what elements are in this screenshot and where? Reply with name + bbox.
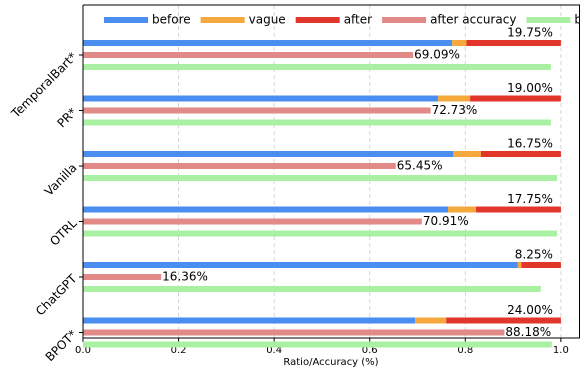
value-label: 72.73% xyxy=(432,103,478,117)
bar xyxy=(83,329,505,336)
bar xyxy=(517,262,522,268)
bar xyxy=(83,95,439,102)
value-label: 65.45% xyxy=(397,159,443,173)
value-label: 19.75% xyxy=(507,26,553,40)
bar xyxy=(476,206,561,213)
bar xyxy=(83,64,551,70)
bar xyxy=(83,286,541,292)
value-label: 16.75% xyxy=(507,137,553,151)
y-tick-label: PR* xyxy=(54,105,79,130)
y-tick-label: ChatGPT xyxy=(33,271,80,318)
bar xyxy=(83,262,518,268)
x-tick-label: 0.2 xyxy=(171,345,187,356)
bar xyxy=(446,317,561,324)
x-tick-label: 0.4 xyxy=(266,345,282,356)
x-tick-label: 0.0 xyxy=(75,345,91,356)
y-tick-label: OTRL xyxy=(47,216,80,249)
bar xyxy=(83,52,414,58)
x-tick-label: 0.8 xyxy=(457,345,473,356)
bar xyxy=(83,218,422,225)
x-tick-label: 1.0 xyxy=(553,345,569,356)
legend-label: after xyxy=(344,13,372,27)
bar xyxy=(83,274,162,280)
bar xyxy=(83,175,558,181)
value-label: 17.75% xyxy=(507,192,553,206)
legend-label: before accuracy xyxy=(574,13,580,27)
value-label: 8.25% xyxy=(515,248,553,262)
y-tick-label: BPOT* xyxy=(43,327,80,364)
bar xyxy=(83,107,431,114)
bar xyxy=(83,163,396,169)
bar xyxy=(83,230,558,237)
bar xyxy=(83,151,454,157)
bar xyxy=(438,95,471,102)
bar xyxy=(83,206,449,213)
value-label: 69.09% xyxy=(414,48,460,62)
legend-label: vague xyxy=(249,13,286,27)
bar xyxy=(466,40,561,46)
bar xyxy=(83,317,416,324)
bar xyxy=(480,151,561,157)
bar xyxy=(452,40,467,46)
legend-label: before xyxy=(152,13,191,27)
value-label: 70.91% xyxy=(423,214,469,228)
value-label: 24.00% xyxy=(507,303,553,317)
x-tick-label: 0.6 xyxy=(362,345,378,356)
bar xyxy=(83,119,551,126)
value-label: 88.18% xyxy=(505,325,551,339)
bar xyxy=(521,262,561,268)
legend-label: after accuracy xyxy=(430,13,516,27)
bar xyxy=(83,40,453,46)
value-label: 16.36% xyxy=(162,270,208,284)
bar xyxy=(470,95,561,102)
x-axis-label: Ratio/Accuracy (%) xyxy=(283,357,378,368)
bar xyxy=(415,317,447,324)
bar xyxy=(448,206,477,213)
bar xyxy=(83,341,552,348)
y-tick-label: Vanilla xyxy=(42,161,80,199)
bar xyxy=(453,151,481,157)
value-label: 19.00% xyxy=(507,81,553,95)
